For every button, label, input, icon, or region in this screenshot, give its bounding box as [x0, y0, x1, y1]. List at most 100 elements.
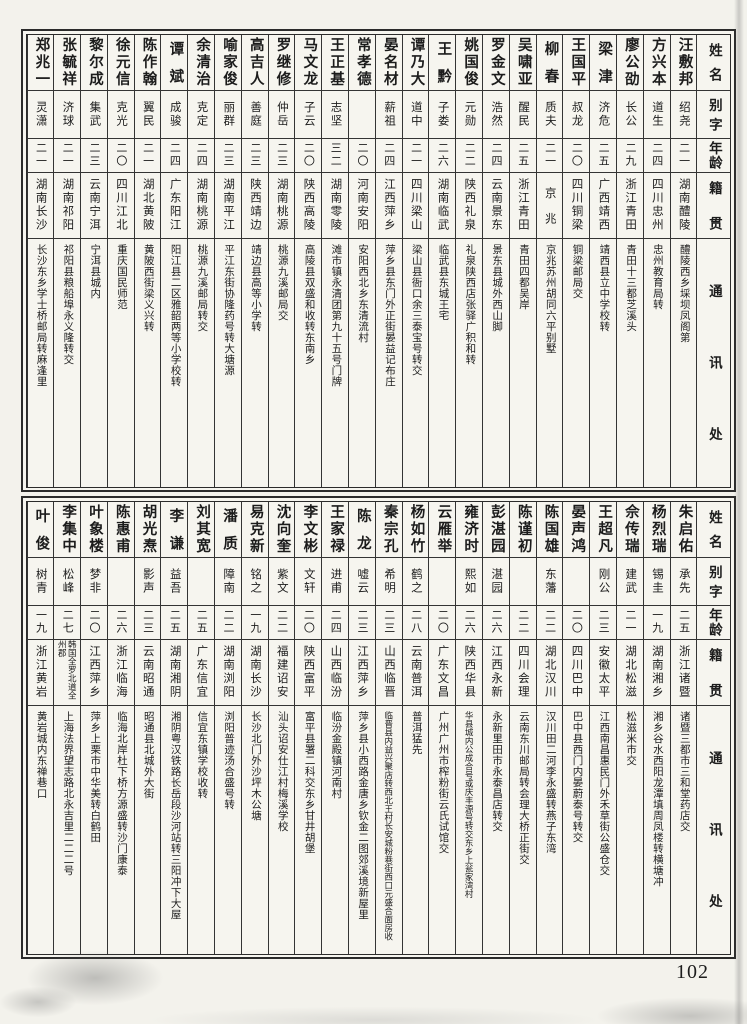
name-cell: 陈作翰 [134, 35, 161, 91]
age-cell: 二四 [483, 139, 509, 173]
name-cell: 陈谨初 [509, 502, 536, 558]
name-cell: 谭斌 [161, 35, 188, 91]
age-cell: 二二 [268, 606, 295, 640]
courtesy-name-cell: 成骏 [161, 91, 188, 139]
native-place-cell: 湖南长沙 [27, 173, 54, 239]
courtesy-name-cell: 克定 [188, 91, 215, 139]
age-cell: 二三 [268, 139, 295, 173]
age-cell: 二七 [54, 606, 81, 640]
person-column: 梁津 济危 二五 广西靖西 靖西县立中学校转 [589, 34, 617, 487]
person-column: 潘质 障南 二二 湖南浏阳 浏阳普迹汤合盛号转 [214, 501, 241, 954]
courtesy-name-cell [188, 558, 215, 606]
age-cell: 二二 [215, 606, 241, 640]
name-cell: 王国平 [563, 35, 590, 91]
age-cell: 二五 [161, 606, 188, 640]
courtesy-name-cell: 东藩 [536, 558, 563, 606]
name-cell: 晏名材 [375, 35, 402, 91]
age-cell: 二三 [590, 606, 617, 640]
person-column: 陈国雄 东藩 二二 湖北汉川 汉川田二河李永盛转燕子东湾 [535, 501, 563, 954]
table-grid: 姓名 别字 年龄 籍贯 通讯处 朱启佑 承先 二五 浙江诸暨 诸暨三都市三和堂药… [25, 500, 732, 955]
native-place-cell: 浙江青田 [509, 173, 536, 239]
age-cell: 二〇 [429, 606, 456, 640]
age-cell: 一九 [241, 606, 268, 640]
address-cell: 安阳西北乡东清流村 [357, 243, 369, 343]
header-column: 姓名 别字 年龄 籍贯 通讯处 [696, 34, 731, 487]
age-cell: 二六 [483, 606, 509, 640]
native-place-cell: 湖南桃源 [268, 173, 295, 239]
table-outer-border: 姓名 别字 年龄 籍贯 通讯处 汪敷邦 绍尧 二一 湖南醴陵 醴陵西乡埰坝凤阁第… [21, 29, 736, 492]
native-place-cell: 陕西高陵 [295, 173, 322, 239]
courtesy-name-cell: 障南 [215, 558, 241, 606]
name-cell: 彭湛园 [483, 502, 509, 558]
age-cell: 二五 [590, 139, 617, 173]
native-place-cell: 湖南祁阳 [54, 173, 81, 239]
native-place-cell: 山西临汾 [322, 640, 349, 706]
age-cell: 二一 [670, 139, 697, 173]
header-age: 年龄 [697, 139, 731, 173]
address-cell: 诸暨三都市三和堂药店交 [678, 710, 690, 832]
person-column: 杨如竹 鹤之 二八 云南普洱 普洱猛先 [401, 501, 429, 954]
courtesy-name-cell: 道中 [402, 91, 429, 139]
native-place-cell: 湖南平江 [215, 173, 241, 239]
native-place-cell: 湖北松滋 [617, 640, 643, 706]
person-column: 陈龙 嘘云 二三 江西萍乡 萍乡县小西路金唐乡钦金二图郊溪境新屋里 [348, 501, 375, 954]
age-cell: 二六 [107, 606, 134, 640]
name-cell: 王家禄 [322, 502, 349, 558]
person-column: 王家禄 进甫 二四 山西临汾 临汾金殿镇河南村 [321, 501, 349, 954]
courtesy-name-cell: 长公 [617, 91, 643, 139]
courtesy-name-cell: 铭之 [241, 558, 268, 606]
courtesy-name-cell: 丽群 [215, 91, 241, 139]
name-cell: 汪敷邦 [670, 35, 697, 91]
courtesy-name-cell: 济危 [590, 91, 617, 139]
age-cell: 二一 [402, 139, 429, 173]
name-cell: 张毓祥 [54, 35, 81, 91]
courtesy-name-cell: 薪祖 [375, 91, 402, 139]
native-place-cell: 湖北黄陂 [134, 173, 161, 239]
courtesy-name-cell: 志坚 [322, 91, 349, 139]
name-cell: 叶象楼 [81, 502, 107, 558]
native-place-cell: 湖北汉川 [536, 640, 563, 706]
courtesy-name-cell: 道生 [643, 91, 670, 139]
person-column: 朱启佑 承先 二五 浙江诸暨 诸暨三都市三和堂药店交 [669, 501, 697, 954]
native-place-cell: 云南普洱 [402, 640, 429, 706]
person-column: 张毓祥 济球 二一 湖南祁阳 祁阳县粮船埠永义隆转交 [53, 34, 81, 487]
address-cell: 浏阳普迹汤合盛号转 [223, 710, 235, 810]
address-cell: 阳江县二区雅韶两等小学校转 [169, 243, 181, 387]
person-column: 杨烈瑞 锡圭 一九 湖南湘乡 湘乡谷水西阳龙潭填周凤楼转横塘冲 [642, 501, 670, 954]
person-column: 吴啸亚 醒民 二五 浙江青田 青田四都吴岸 [508, 34, 536, 487]
address-cell: 上海法界望志路北永吉里二二二号 [62, 710, 74, 876]
person-column: 常孝德 二〇 河南安阳 安阳西北乡东清流村 [348, 34, 375, 487]
native-place-cell: 陕西富平 [295, 640, 322, 706]
native-place-cell: 江西萍乡 [81, 640, 107, 706]
name-cell: 方兴本 [643, 35, 670, 91]
address-cell: 铜梁邮局交 [571, 243, 583, 299]
courtesy-name-cell: 建武 [617, 558, 643, 606]
address-cell: 高陵县双盛和收转东南乡 [303, 243, 315, 365]
person-column: 李谦 益吾 二五 湖南湘阴 湘阴粤汉铁路长岳段沙河站转三阳冲下大屋 [160, 501, 188, 954]
address-cell: 广州广州市榨粉街云氏试馆交 [437, 710, 449, 854]
name-cell: 李文彬 [295, 502, 322, 558]
address-cell: 平江东街协隆药号转大塘源 [223, 243, 235, 376]
native-place-cell: 江西萍乡 [375, 173, 402, 239]
age-cell: 二五 [509, 139, 536, 173]
courtesy-name-cell: 希明 [375, 558, 402, 606]
name-cell: 罗继修 [268, 35, 295, 91]
native-place-cell: 湖南醴陵 [670, 173, 697, 239]
courtesy-name-cell: 进甫 [322, 558, 349, 606]
courtesy-name-cell: 刚公 [590, 558, 617, 606]
native-place-cell: 陕西礼泉 [456, 173, 483, 239]
person-column: 郑兆一 灵潇 二一 湖南长沙 长沙东乡学士桥邮局转麻逢里 [26, 34, 54, 487]
name-cell: 陈龙 [349, 502, 375, 558]
age-cell: 二二 [456, 139, 483, 173]
age-cell: 二六 [429, 139, 456, 173]
native-place-cell: 浙江诸暨 [670, 640, 697, 706]
address-cell: 青田十三都芝溪头 [625, 243, 637, 332]
native-place-cell: 湖南临武 [429, 173, 456, 239]
name-cell: 胡光焘 [134, 502, 161, 558]
directory-table-lower: 姓名 别字 年龄 籍贯 通讯处 朱启佑 承先 二五 浙江诸暨 诸暨三都市三和堂药… [21, 496, 736, 959]
name-cell: 柳春 [536, 35, 563, 91]
address-cell: 松滋米市交 [625, 710, 637, 766]
courtesy-name-cell: 松峰 [54, 558, 81, 606]
header-name: 姓名 [697, 502, 731, 558]
age-cell: 二一 [54, 139, 81, 173]
